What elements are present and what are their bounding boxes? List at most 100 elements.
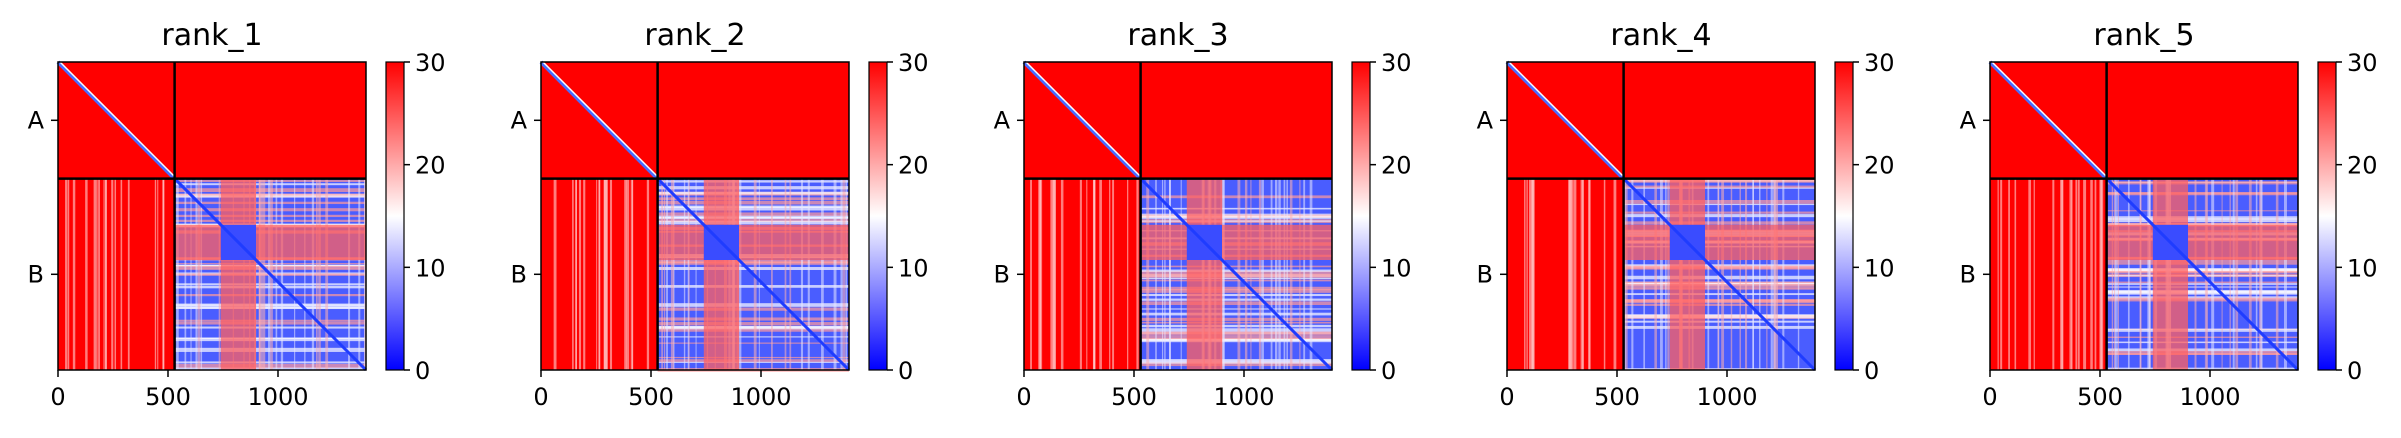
- heatmap-stripe: [1623, 185, 1815, 188]
- heatmap-stripe: [65, 178, 68, 370]
- heatmap-stripe: [2077, 178, 2080, 370]
- heatmap-stripe: [111, 178, 114, 370]
- x-tick-label: 500: [1111, 383, 1157, 411]
- heatmap-stripe: [1140, 362, 1332, 367]
- heatmap-stripe: [1140, 308, 1332, 310]
- heatmap-stripe: [1060, 178, 1064, 370]
- heatmap-stripe: [1770, 178, 1773, 370]
- heatmap-stripe: [2075, 178, 2078, 370]
- heatmap-stripe: [2106, 328, 2298, 332]
- heatmap-stripe: [1140, 324, 1332, 328]
- colorbar-tick-label: 0: [1381, 357, 1396, 385]
- heatmap-diagonal: [1025, 61, 1142, 178]
- heatmap-stripe: [657, 220, 849, 225]
- colorbar-tick-label: 20: [1864, 152, 1895, 180]
- panel-1: rank_1 0 500 1000 A B 0 10 20 30: [28, 18, 446, 411]
- heatmap-stripe: [1140, 207, 1332, 210]
- heatmap-stripe: [1079, 178, 1082, 370]
- heatmap-stripe: [1773, 178, 1776, 370]
- heatmap-stripe: [1039, 178, 1041, 370]
- colorbar: [2317, 61, 2337, 371]
- colorbar-tick-label: 30: [415, 49, 446, 77]
- heatmap-stripe: [2116, 178, 2118, 370]
- heatmap-stripe: [1530, 178, 1533, 370]
- heatmap-stripe: [2106, 281, 2298, 284]
- heatmap-stripe: [657, 212, 849, 217]
- chain-label: A: [511, 106, 528, 134]
- plot-frame: [1989, 61, 2299, 371]
- heatmap-stripe: [1140, 339, 1332, 343]
- colorbar-tick-label: 0: [898, 357, 913, 385]
- heatmap-stripe: [2106, 351, 2298, 355]
- heatmap-stripe: [1161, 178, 1164, 370]
- plot-frame: [1023, 61, 1333, 371]
- heatmap-stripe: [98, 178, 100, 370]
- heatmap-stripe: [1570, 178, 1572, 370]
- heatmap-stripe: [1623, 275, 1815, 280]
- heatmap-stripe: [2148, 178, 2151, 370]
- heatmap-stripe: [1623, 368, 1815, 370]
- heatmap-stripe: [666, 178, 668, 370]
- heatmap-stripe: [657, 203, 849, 205]
- heatmap-diagonal: [539, 60, 660, 181]
- heatmap-stripe: [807, 178, 810, 370]
- heatmap-stripe: [845, 178, 847, 370]
- heatmap-stripe: [1140, 215, 1332, 219]
- x-tick-label: 1000: [1213, 383, 1274, 411]
- heatmap-stripe: [583, 178, 586, 370]
- heatmap-stripe: [821, 178, 824, 370]
- heatmap-stripe: [657, 322, 849, 326]
- heatmap-stripe: [1582, 178, 1584, 370]
- heatmap-stripe: [1730, 178, 1733, 370]
- heatmap-stripe: [2106, 216, 2298, 220]
- panel-5: rank_5 0 500 1000 A B 0 10 20 30: [1960, 18, 2378, 411]
- panel-title: rank_1: [161, 18, 262, 53]
- heatmap-stripe: [2248, 178, 2252, 370]
- colorbar-tick-label: 20: [898, 152, 929, 180]
- x-tick-label: 1000: [2179, 383, 2240, 411]
- heatmap-stripe: [1775, 178, 1777, 370]
- heatmap-stripe: [2106, 210, 2298, 212]
- x-tick-label: 500: [628, 383, 674, 411]
- heatmap-stripe: [2106, 367, 2298, 371]
- heatmap-stripe: [657, 201, 849, 204]
- heatmap-stripe: [1782, 178, 1785, 370]
- heatmap-stripe: [2275, 178, 2279, 370]
- heatmap-stripe: [657, 217, 849, 219]
- heatmap-diagonal: [1139, 177, 1334, 372]
- heatmap-stripe: [2106, 218, 2298, 223]
- heatmap-stripe: [1707, 178, 1710, 370]
- heatmap-stripe: [657, 267, 849, 270]
- heatmap-stripe: [1140, 359, 1332, 362]
- heatmap-stripe: [657, 215, 849, 219]
- heatmap-stripe: [1140, 335, 1332, 340]
- heatmap-stripe: [1997, 178, 1999, 370]
- heatmap-stripe: [200, 178, 203, 370]
- heatmap-stripe: [1140, 195, 1332, 199]
- heatmap-stripe: [1623, 299, 1815, 303]
- heatmap-stripe: [2069, 178, 2072, 370]
- heatmap-stripe: [1278, 178, 1281, 370]
- plot-frame: [1506, 61, 1816, 371]
- heatmap-stripe: [2117, 178, 2119, 370]
- heatmap-stripe: [1136, 178, 1139, 370]
- chain-label: B: [1477, 260, 1493, 288]
- heatmap-stripe: [1524, 178, 1526, 370]
- heatmap-band: [174, 224, 366, 260]
- heatmap-stripe: [280, 178, 284, 370]
- heatmap-stripe: [789, 178, 792, 370]
- heatmap-stripe: [195, 178, 198, 370]
- heatmap-stripe: [2255, 178, 2258, 370]
- heatmap-stripe: [1623, 293, 1815, 296]
- heatmap-stripe: [657, 336, 849, 338]
- heatmap-stripe: [771, 178, 773, 370]
- x-tick-label: 500: [1594, 383, 1640, 411]
- heatmap-stripe: [1286, 178, 1288, 370]
- heatmap-stripe: [1654, 178, 1657, 370]
- heatmap-stripe: [1526, 178, 1528, 370]
- heatmap-stripe: [1631, 178, 1634, 370]
- heatmap-stripe: [1140, 312, 1332, 316]
- heatmap-stripe: [1093, 178, 1096, 370]
- heatmap-stripe: [1086, 178, 1088, 370]
- colorbar-tick-label: 10: [898, 254, 929, 282]
